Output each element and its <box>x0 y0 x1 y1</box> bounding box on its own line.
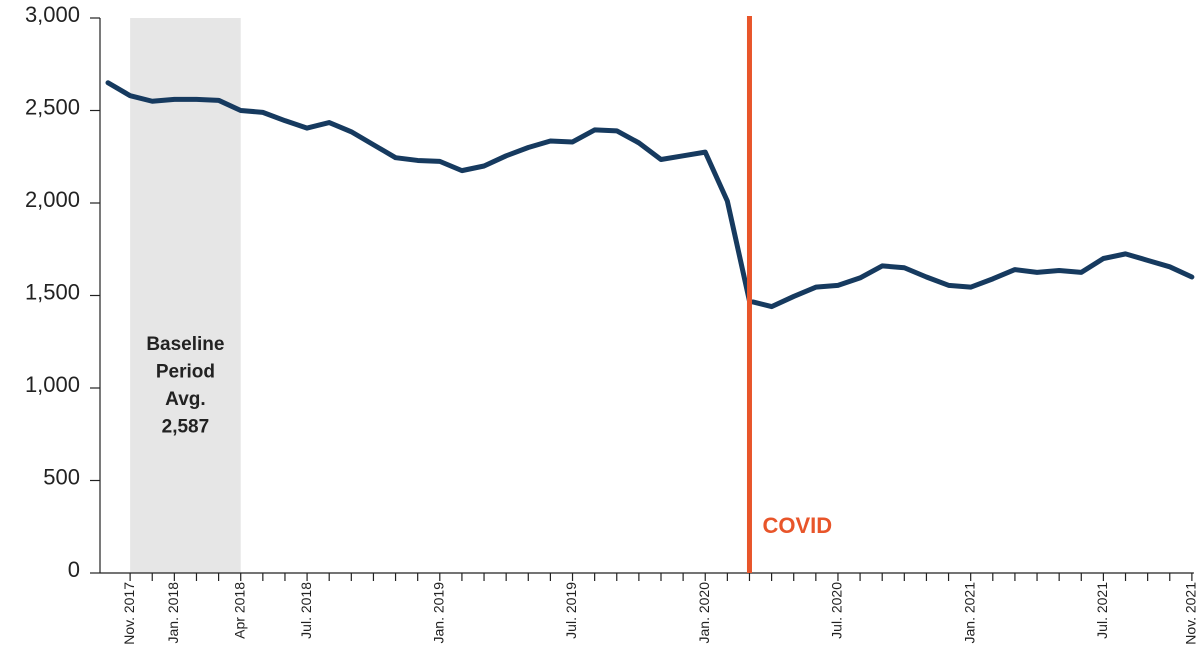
baseline-label: Avg. <box>165 389 205 410</box>
x-tick-label: Apr 2018 <box>231 582 247 639</box>
x-tick-label-group: Apr 2018 <box>231 582 247 639</box>
x-tick-label: Jan. 2019 <box>431 582 447 644</box>
x-tick-label-group: Jul. 2020 <box>829 582 845 639</box>
y-tick-label: 0 <box>68 557 80 582</box>
x-tick-label-group: Nov. 2021 <box>1183 582 1199 645</box>
x-tick-label-group: Nov. 2017 <box>121 582 137 645</box>
baseline-label: 2,587 <box>162 417 210 438</box>
baseline-label: Period <box>156 362 215 383</box>
y-tick-label: 500 <box>43 464 80 489</box>
y-tick-label: 1,500 <box>25 279 80 304</box>
x-tick-label: Jan. 2018 <box>165 582 181 644</box>
x-tick-label-group: Jul. 2021 <box>1094 582 1110 639</box>
x-tick-label: Jul. 2019 <box>563 582 579 639</box>
x-tick-label-group: Jan. 2019 <box>431 582 447 644</box>
y-tick-label: 3,000 <box>25 2 80 27</box>
x-tick-label-group: Jul. 2018 <box>298 582 314 639</box>
baseline-label: Baseline <box>146 334 224 355</box>
x-tick-label: Jul. 2018 <box>298 582 314 639</box>
x-tick-label: Jan. 2020 <box>696 582 712 644</box>
x-tick-label-group: Jul. 2019 <box>563 582 579 639</box>
x-tick-label: Jul. 2020 <box>829 582 845 639</box>
x-tick-label: Nov. 2021 <box>1183 582 1199 645</box>
y-tick-label: 2,500 <box>25 94 80 119</box>
series-line <box>105 80 1195 310</box>
baseline-band <box>130 18 241 573</box>
x-tick-label-group: Jan. 2021 <box>961 582 977 644</box>
y-tick-label: 1,000 <box>25 372 80 397</box>
event-label: COVID <box>762 513 832 538</box>
x-tick-label-group: Jan. 2020 <box>696 582 712 644</box>
x-tick-label: Jul. 2021 <box>1094 582 1110 639</box>
x-tick-label: Jan. 2021 <box>961 582 977 644</box>
x-tick-label: Nov. 2017 <box>121 582 137 645</box>
y-tick-label: 2,000 <box>25 187 80 212</box>
x-tick-label-group: Jan. 2018 <box>165 582 181 644</box>
